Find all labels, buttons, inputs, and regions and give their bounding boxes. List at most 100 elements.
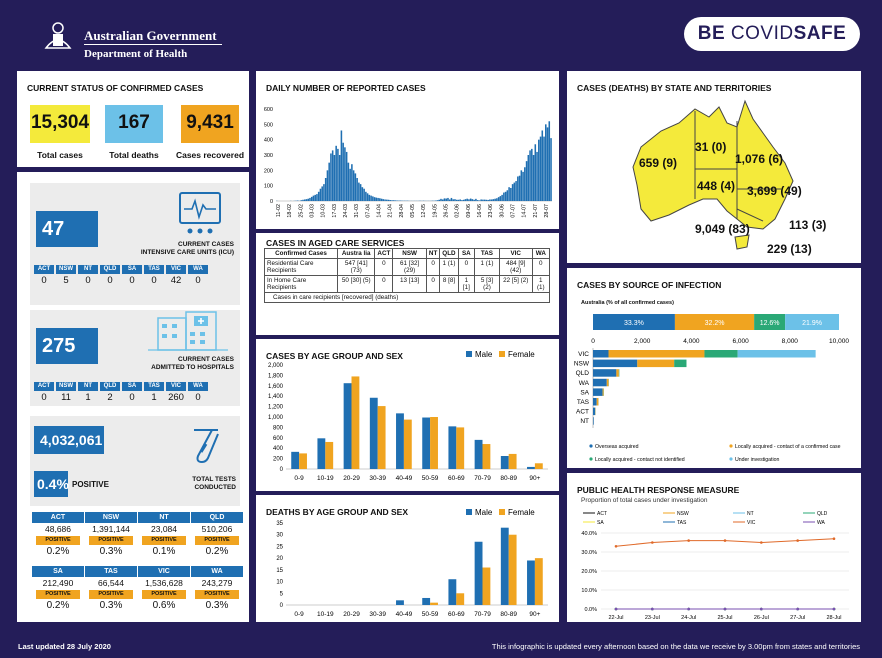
- daily-bar: [377, 197, 379, 201]
- daily-bar: [310, 196, 313, 201]
- tests-section: 4,032,061 0.4% POSITIVE TOTAL TESTS COND…: [30, 416, 240, 506]
- daily-x-tick: 02-06: [455, 204, 461, 218]
- covidsafe-word2: SAFE: [793, 23, 847, 44]
- daily-bar: [466, 198, 468, 201]
- daily-bar: [450, 197, 453, 201]
- tests-cell-sa: SA 212,490 POSITIVE 0.2%: [32, 566, 84, 613]
- daily-bar: [370, 195, 372, 201]
- total-cases-label: Total cases: [37, 150, 83, 160]
- daily-bar: [358, 182, 360, 201]
- state-code: WA: [188, 382, 208, 391]
- aged-cell: 0: [425, 275, 441, 293]
- male-bar: [500, 456, 509, 469]
- map-label-nsw: 3,699 (49): [747, 184, 802, 198]
- state-cell-qld: QLD 0: [100, 265, 120, 287]
- tests-caption: TOTAL TESTS CONDUCTED: [150, 476, 236, 492]
- aged-cell: 0: [374, 275, 394, 293]
- aged-cell: 547 [41] (73): [336, 258, 376, 276]
- legend-male-swatch: [466, 509, 472, 515]
- source-x-tick: 10,000: [829, 338, 849, 345]
- hospital-caption: CURRENT CASES ADMITTED TO HOSPITALS: [110, 356, 234, 372]
- aged-cell: 61 [32] (29): [392, 258, 427, 276]
- icu-caption-line1: CURRENT CASES: [178, 241, 234, 248]
- daily-bar: [487, 199, 489, 201]
- source-bar: [616, 369, 619, 377]
- tests-positive-pct: 0.1%: [152, 546, 176, 557]
- state-value: 0: [195, 392, 201, 403]
- response-legend-label: QLD: [817, 511, 828, 517]
- daily-bar: [527, 155, 530, 201]
- daily-bar: [485, 199, 488, 201]
- age-x-tick: 10-19: [317, 611, 334, 618]
- tests-cell-tas: TAS 66,544 POSITIVE 0.3%: [85, 566, 137, 613]
- tests-cell-vic: VIC 1,536,628 POSITIVE 0.6%: [138, 566, 190, 613]
- age-y-tick: 1,600: [268, 384, 284, 390]
- daily-x-tick: 14-04: [377, 204, 383, 218]
- positive-tag: POSITIVE: [89, 590, 133, 599]
- source-bar: [596, 398, 599, 406]
- age-x-tick: 30-39: [369, 611, 386, 618]
- daily-bar: [331, 150, 334, 201]
- daily-x-tick: 25-02: [298, 204, 304, 218]
- daily-bar: [483, 199, 486, 201]
- source-x-tick: 2,000: [634, 338, 651, 345]
- state-code: VIC: [166, 382, 186, 391]
- state-code: TAS: [144, 382, 164, 391]
- total-tests-value: 4,032,061: [34, 426, 104, 454]
- response-point: [651, 541, 654, 544]
- daily-bar: [338, 155, 341, 201]
- daily-bar: [469, 198, 472, 201]
- tests-state: WA: [191, 566, 243, 577]
- aged-cell: 0: [374, 258, 394, 276]
- state-code: SA: [122, 382, 142, 391]
- daily-bar: [452, 199, 454, 201]
- icu-state-row: ACT 0 NSW 5 NT 0 QLD 0 SA 0 TAS 0 VIC 42 WA 0: [34, 265, 208, 287]
- age-x-tick: 90+: [529, 475, 540, 482]
- daily-bar: [441, 199, 444, 201]
- state-cell-sa: SA 0: [122, 382, 142, 404]
- state-value: 260: [168, 392, 184, 403]
- age-cases-chart: 0 200 400 600 800 1,000 1,200 1,400 1,600 1,800 2,…: [268, 350, 548, 482]
- tests-count: 1,536,628: [145, 578, 183, 588]
- daily-x-tick: 03-03: [310, 204, 316, 218]
- state-value: 0: [107, 275, 113, 286]
- tests-positive-pct: 0.2%: [46, 546, 70, 557]
- daily-bar: [541, 130, 544, 201]
- female-bar: [377, 406, 386, 469]
- aged-care-title: CASES IN AGED CARE SERVICES: [266, 238, 405, 248]
- legend-female-label: Female: [508, 508, 535, 517]
- source-legend-marker: [729, 444, 733, 448]
- daily-x-tick: 16-06: [477, 204, 483, 218]
- response-legend-label: NT: [747, 511, 754, 517]
- hospital-state-row: ACT 0 NSW 11 NT 1 QLD 2 SA 0 TAS 1 VIC 260 WA 0: [34, 382, 208, 404]
- footer-note: This infographic is updated every aftern…: [491, 642, 860, 651]
- daily-x-tick: 28-04: [399, 204, 405, 218]
- aged-care-note-row: Cases in care recipients [recovered] (de…: [264, 292, 550, 303]
- male-bar: [527, 466, 535, 469]
- tests-count: 212,490: [42, 578, 74, 588]
- daily-bar: [525, 161, 528, 201]
- daily-x-tick: 18-02: [287, 204, 293, 218]
- legend-male-label: Male: [475, 350, 493, 359]
- daily-bar: [475, 198, 477, 201]
- state-value: 0: [129, 392, 135, 403]
- age-x-tick: 40-49: [396, 475, 413, 482]
- source-bar: [637, 359, 675, 368]
- aged-cell: 1 [1]: [457, 275, 476, 293]
- source-state-label: NT: [580, 418, 589, 425]
- daily-bar: [305, 199, 308, 201]
- daily-bar: [445, 198, 447, 201]
- source-bar: [737, 350, 816, 358]
- female-bar: [325, 441, 334, 469]
- positive-tag: POSITIVE: [36, 536, 80, 545]
- daily-x-tick: 12-05: [421, 204, 427, 218]
- source-pct-segment: [785, 314, 839, 330]
- female-bar: [430, 602, 438, 605]
- daily-bar: [347, 162, 350, 201]
- map-shape-mainland: [632, 99, 794, 230]
- age-y-tick: 25: [276, 544, 283, 550]
- legend-female-swatch: [499, 509, 505, 515]
- state-value: 42: [170, 275, 182, 286]
- state-code: NT: [78, 382, 98, 391]
- age-y-tick: 400: [273, 446, 284, 452]
